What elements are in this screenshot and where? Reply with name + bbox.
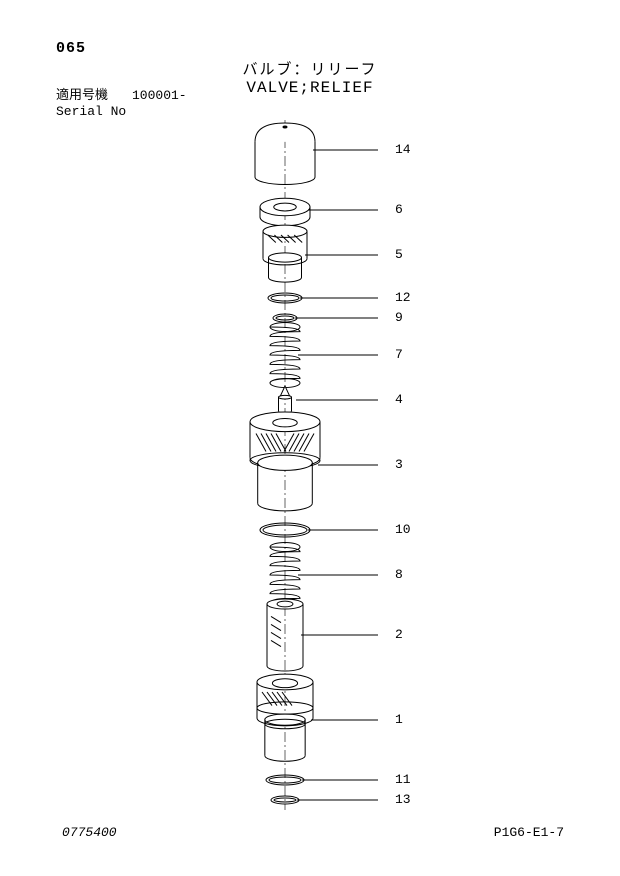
doc-code-left: 0775400 [62,825,117,840]
page-root: 065 バルブ：リリーフ VALVE;RELIEF 適用号機 Serial No… [0,0,620,876]
title-japanese: バルブ：リリーフ [0,58,620,79]
page-number: 065 [56,40,86,57]
exploded-diagram: 1465129743108211113 [0,100,620,820]
doc-code-right: P1G6-E1-7 [494,825,564,840]
